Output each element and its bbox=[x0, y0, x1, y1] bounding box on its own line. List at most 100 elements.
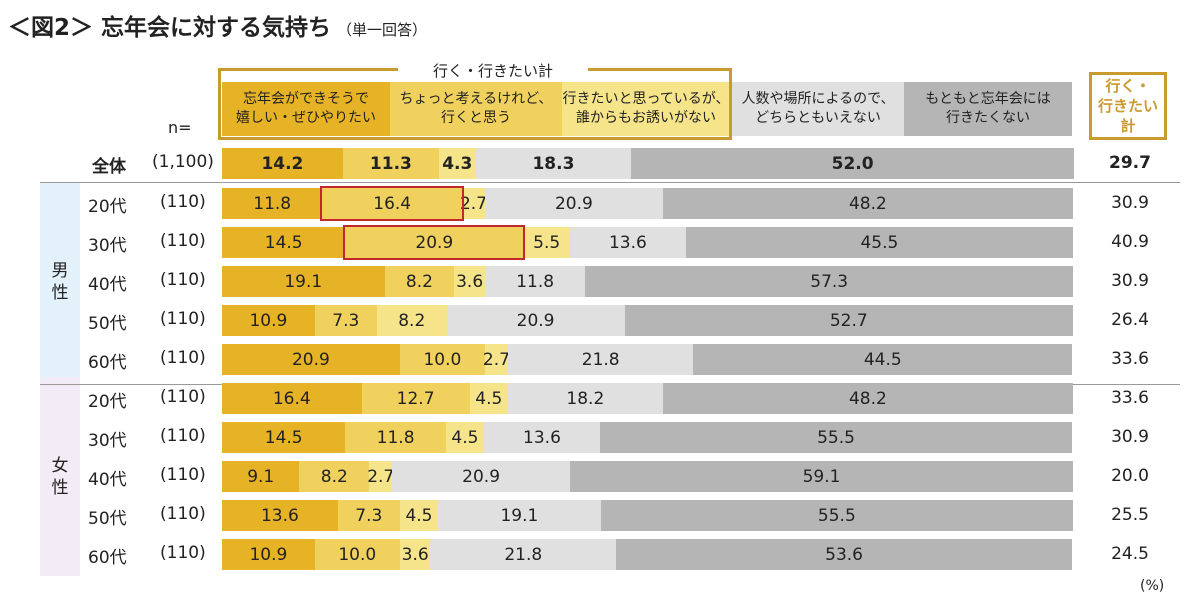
row-n: (110) bbox=[160, 348, 206, 368]
legend-header-4: 人数や場所によるので、 どちらともいえない bbox=[732, 82, 904, 136]
row-label: 50代 bbox=[88, 314, 127, 334]
bar-segment: 19.1 bbox=[438, 500, 601, 531]
bar-segment: 2.7 bbox=[460, 188, 487, 219]
row-total: 40.9 bbox=[1111, 232, 1149, 252]
bar-segment: 18.3 bbox=[475, 148, 632, 179]
row-label: 40代 bbox=[88, 470, 127, 490]
page-title: ＜図2＞ 忘年会に対する気持ち （単一回答） bbox=[8, 8, 427, 42]
gender-band-2 bbox=[40, 377, 80, 576]
total-column-header: 行く・ 行きたい計 bbox=[1089, 72, 1167, 140]
bar-segment: 2.7 bbox=[367, 461, 394, 492]
bar-segment: 20.9 bbox=[484, 188, 663, 219]
bar-segment: 55.5 bbox=[600, 500, 1073, 531]
go-group-label: 行く・行きたい計 bbox=[398, 60, 588, 81]
legend-header-2: ちょっと考えるけれど、 行くと思う bbox=[390, 82, 562, 136]
bar-segment: 5.5 bbox=[523, 227, 571, 258]
bar-segment: 48.2 bbox=[662, 188, 1073, 219]
bar-segment: 20.9 bbox=[222, 344, 400, 375]
bar-segment: 12.7 bbox=[361, 383, 470, 414]
bar-segment: 14.5 bbox=[222, 422, 346, 453]
bar-segment: 20.9 bbox=[446, 305, 625, 336]
row-total: 25.5 bbox=[1111, 505, 1149, 525]
n-label: n= bbox=[168, 118, 192, 137]
bar-segment: 10.0 bbox=[314, 539, 400, 570]
row-label: 30代 bbox=[88, 236, 127, 256]
chart-title: ＜図2＞ 忘年会に対する気持ち bbox=[8, 15, 332, 41]
chart-subtitle: （単一回答） bbox=[337, 21, 428, 39]
row-n: (110) bbox=[160, 231, 206, 251]
bar-segment: 21.8 bbox=[430, 539, 616, 570]
bar-segment: 8.2 bbox=[384, 266, 455, 297]
row-total: 30.9 bbox=[1111, 271, 1149, 291]
row-n: (110) bbox=[160, 543, 206, 563]
bar-segment: 18.2 bbox=[507, 383, 663, 414]
row-n: (110) bbox=[160, 465, 206, 485]
row-label: 全体 bbox=[92, 157, 126, 177]
row-total: 30.9 bbox=[1111, 427, 1149, 447]
bar-segment: 20.9 bbox=[345, 227, 524, 258]
row-n: (110) bbox=[160, 387, 206, 407]
row-total: 30.9 bbox=[1111, 193, 1149, 213]
bar-segment: 11.8 bbox=[484, 266, 586, 297]
bar-segment: 10.9 bbox=[222, 305, 315, 336]
row-total: 26.4 bbox=[1111, 310, 1149, 330]
bar-segment: 48.2 bbox=[662, 383, 1073, 414]
bar-segment: 7.3 bbox=[337, 500, 400, 531]
bar-segment: 4.5 bbox=[399, 500, 439, 531]
row-total: 33.6 bbox=[1111, 349, 1149, 369]
bar-segment: 10.9 bbox=[222, 539, 315, 570]
bar-segment: 11.3 bbox=[342, 148, 439, 179]
bar-segment: 9.1 bbox=[222, 461, 300, 492]
row-n: (1,100) bbox=[152, 152, 214, 172]
row-n: (110) bbox=[160, 426, 206, 446]
bar-segment: 13.6 bbox=[570, 227, 686, 258]
bar-segment: 10.0 bbox=[399, 344, 485, 375]
bar-segment: 19.1 bbox=[222, 266, 385, 297]
bar-segment: 52.0 bbox=[631, 148, 1074, 179]
row-label: 60代 bbox=[88, 353, 127, 373]
bar-segment: 13.6 bbox=[484, 422, 600, 453]
highlight-box bbox=[320, 186, 464, 221]
bar-segment: 13.6 bbox=[222, 500, 338, 531]
bar-segment: 55.5 bbox=[599, 422, 1073, 453]
bar-segment: 11.8 bbox=[345, 422, 446, 453]
row-total: 29.7 bbox=[1109, 153, 1151, 173]
row-separator-1 bbox=[40, 182, 1180, 183]
bar-segment: 14.5 bbox=[222, 227, 346, 258]
bar-segment: 57.3 bbox=[585, 266, 1073, 297]
bar-segment: 59.1 bbox=[570, 461, 1073, 492]
gender-band-1 bbox=[40, 182, 80, 381]
row-n: (110) bbox=[160, 270, 206, 290]
legend-header-3: 行きたいと思っているが、 誰からもお誘いがない bbox=[562, 82, 730, 136]
bar-segment: 16.4 bbox=[322, 188, 462, 219]
row-total: 33.6 bbox=[1111, 388, 1149, 408]
bar-segment: 4.5 bbox=[469, 383, 508, 414]
row-label: 60代 bbox=[88, 548, 127, 568]
bar-segment: 7.3 bbox=[314, 305, 377, 336]
bar-segment: 52.7 bbox=[624, 305, 1073, 336]
bar-segment: 8.2 bbox=[299, 461, 370, 492]
unit-label: (%) bbox=[1140, 578, 1165, 594]
bar-segment: 20.9 bbox=[392, 461, 571, 492]
gender-label-2: 女性 bbox=[51, 455, 69, 498]
bar-segment: 4.5 bbox=[445, 422, 485, 453]
row-total: 24.5 bbox=[1111, 544, 1149, 564]
bar-segment: 45.5 bbox=[685, 227, 1073, 258]
row-total: 20.0 bbox=[1111, 466, 1149, 486]
bar-segment: 44.5 bbox=[693, 344, 1073, 375]
bar-segment: 4.3 bbox=[439, 148, 476, 179]
row-label: 50代 bbox=[88, 509, 127, 529]
row-label: 30代 bbox=[88, 431, 127, 451]
bar-segment: 16.4 bbox=[222, 383, 362, 414]
row-n: (110) bbox=[160, 192, 206, 212]
bar-segment: 3.6 bbox=[454, 266, 485, 297]
row-n: (110) bbox=[160, 504, 206, 524]
total-column-header-text: 行く・ 行きたい計 bbox=[1097, 77, 1158, 135]
bar-segment: 3.6 bbox=[399, 539, 431, 570]
row-label: 20代 bbox=[88, 392, 127, 412]
bar-segment: 21.8 bbox=[507, 344, 694, 375]
bar-segment: 2.7 bbox=[483, 344, 510, 375]
legend-header-1: 忘年会ができそうで 嬉しい・ぜひやりたい bbox=[222, 82, 390, 136]
bar-segment: 8.2 bbox=[376, 305, 447, 336]
bar-segment: 11.8 bbox=[222, 188, 323, 219]
